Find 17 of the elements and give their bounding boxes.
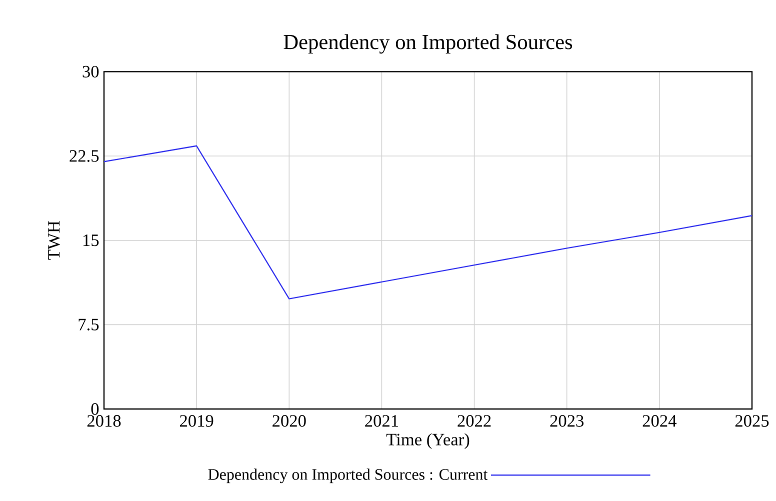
y-axis-title: TWH — [48, 221, 60, 260]
text: Dependency on Imported Sources : Current — [208, 468, 488, 484]
x-axis-title: Time (Year) — [386, 433, 470, 449]
y-tick-label: 30 — [82, 66, 99, 78]
y-tick-label: 7.5 — [78, 318, 99, 330]
y-tick-label: 0 — [91, 403, 99, 415]
x-tick-label: 2019 — [180, 415, 214, 427]
y-tick-label: 22.5 — [70, 150, 99, 162]
x-tick-label: 2025 — [735, 415, 769, 427]
x-tick-label: 2020 — [272, 415, 306, 427]
x-tick-label: 2022 — [458, 415, 491, 427]
x-tick-label: 2021 — [365, 415, 398, 427]
chart-title: Dependency on Imported Sources — [284, 34, 572, 54]
x-tick-label: 2018 — [87, 415, 121, 427]
y-tick-label: 15 — [83, 234, 99, 246]
x-tick-label: 2024 — [642, 415, 676, 427]
x-tick-label: 2023 — [550, 415, 584, 427]
